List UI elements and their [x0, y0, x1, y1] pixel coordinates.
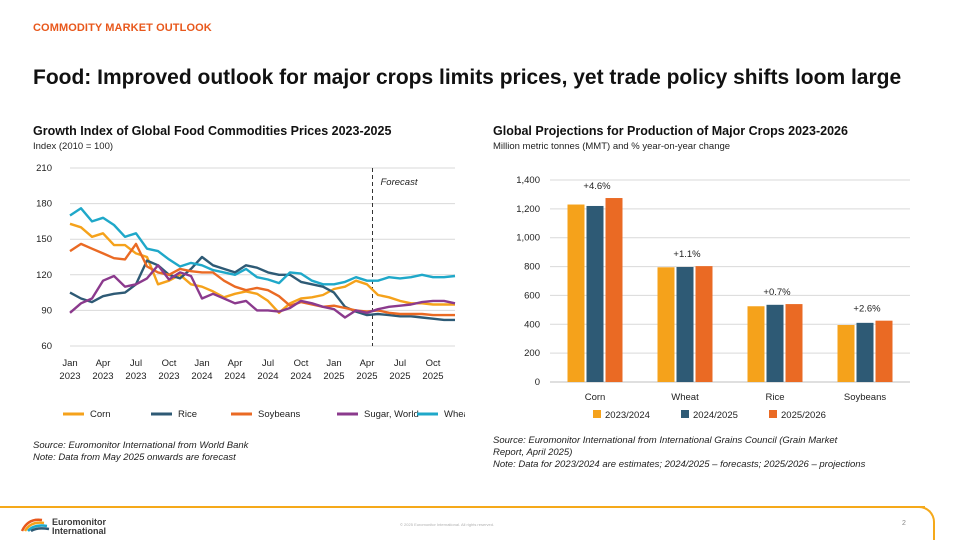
line-chart-x-tick-month: Jul	[394, 358, 406, 369]
line-chart-x-tick-year: 2025	[389, 371, 410, 382]
series-line-corn	[69, 222, 455, 315]
line-chart-x-tick-year: 2024	[224, 371, 245, 382]
bar-chart-y-tick: 1,000	[516, 233, 540, 244]
footer-divider-curve	[905, 506, 935, 540]
line-chart-x-tick-month: Apr	[360, 358, 375, 369]
bar-wheat-1	[676, 267, 694, 382]
line-chart-y-tick: 60	[41, 341, 52, 352]
line-chart-source-line: Source: Euromonitor International from W…	[33, 440, 249, 451]
bar-soybeans-0	[837, 325, 855, 382]
line-chart-x-tick-month: Apr	[228, 358, 243, 369]
legend-label: Rice	[178, 409, 197, 420]
legend-label: Soybeans	[258, 409, 301, 420]
series-line-wheat	[69, 207, 456, 286]
page-number: 2	[902, 520, 906, 527]
bar-chart-y-tick: 200	[524, 348, 540, 359]
bar-chart: 0 200 400 600 800 1,000 1,200 1,400 +4.6% Corn +1.…	[516, 175, 910, 421]
bar-chart-y-tick: 1,400	[516, 175, 540, 186]
line-chart-subtitle: Index (2010 = 100)	[33, 141, 114, 152]
line-chart-x-tick-month: Oct	[294, 358, 309, 369]
bar-chart-subtitle: Million metric tonnes (MMT) and % year-o…	[493, 141, 731, 152]
bar-chart-y-tick: 0	[535, 377, 540, 388]
bar-chart-source: Source: Euromonitor International from I…	[493, 435, 865, 471]
bar-category-label: Soybeans	[844, 392, 887, 403]
bar-corn-2	[605, 198, 623, 382]
bar-chart-source-line-1: Source: Euromonitor International from I…	[493, 435, 838, 446]
line-chart-x-tick-year: 2024	[290, 371, 311, 382]
euromonitor-logo-icon	[20, 518, 50, 532]
line-chart-x-tick-year: 2024	[191, 371, 212, 382]
line-chart-x-tick-month: Jan	[62, 358, 77, 369]
line-chart-x-tick-month: Jan	[326, 358, 341, 369]
line-chart-x-tick-year: 2024	[257, 371, 278, 382]
bar-chart-y-tick: 800	[524, 262, 540, 273]
line-chart-x-tick-year: 2023	[158, 371, 179, 382]
bar-chart-title: Global Projections for Production of Maj…	[493, 124, 848, 138]
forecast-label: Forecast	[381, 177, 418, 188]
bar-legend-swatch	[681, 410, 689, 418]
line-chart-x-tick-month: Oct	[162, 358, 177, 369]
bar-chart-y-tick: 400	[524, 319, 540, 330]
line-chart-x-tick-year: 2023	[92, 371, 113, 382]
line-chart: 60 90 120 150 180 210 Jan 2023 Apr 2023 Jul 2023 Oct…	[36, 163, 465, 420]
bar-legend-label: 2023/2024	[605, 410, 650, 421]
bar-rice-2	[785, 304, 803, 382]
bar-chart-y-tick: 1,200	[516, 204, 540, 215]
line-chart-note-line: Note: Data from May 2025 onwards are for…	[33, 452, 236, 463]
bar-legend-label: 2024/2025	[693, 410, 738, 421]
bar-legend-label: 2025/2026	[781, 410, 826, 421]
bar-soybeans-2	[875, 320, 893, 382]
bar-wheat-0	[657, 267, 675, 382]
line-chart-x-tick-month: Jul	[262, 358, 274, 369]
line-chart-x-tick-month: Jan	[194, 358, 209, 369]
line-chart-y-tick: 150	[36, 234, 52, 245]
bar-category-label: Rice	[765, 392, 784, 403]
bar-annotation: +0.7%	[763, 287, 791, 298]
bar-chart-y-tick: 600	[524, 290, 540, 301]
series-line-soybeans	[69, 242, 455, 317]
line-chart-title: Growth Index of Global Food Commodities …	[33, 124, 392, 138]
line-chart-x-tick-year: 2023	[125, 371, 146, 382]
legend-label: Corn	[90, 409, 111, 420]
bar-corn-0	[567, 204, 585, 382]
bar-wheat-2	[695, 266, 713, 382]
section-label: COMMODITY MARKET OUTLOOK	[33, 22, 212, 34]
line-chart-x-tick-month: Apr	[96, 358, 111, 369]
legend-label: Sugar, World	[364, 409, 419, 420]
line-chart-x-tick-year: 2025	[356, 371, 377, 382]
line-chart-y-tick: 210	[36, 163, 52, 174]
logo-line-2: International	[52, 526, 107, 536]
legend-label: Wheat	[444, 409, 465, 420]
line-chart-x-tick-year: 2025	[422, 371, 443, 382]
bar-category-label: Corn	[585, 392, 606, 403]
bar-corn-1	[586, 205, 604, 382]
copyright: © 2025 Euromonitor International. All ri…	[400, 522, 495, 527]
bar-legend-swatch	[593, 410, 601, 418]
bar-rice-0	[747, 306, 765, 382]
bar-annotation: +1.1%	[673, 249, 701, 260]
bar-category-label: Wheat	[671, 392, 699, 403]
line-chart-y-tick: 90	[41, 305, 52, 316]
line-chart-y-tick: 120	[36, 270, 52, 281]
bar-annotation: +4.6%	[583, 181, 611, 192]
line-chart-source: Source: Euromonitor International from W…	[33, 440, 248, 464]
line-chart-y-tick: 180	[36, 199, 52, 210]
bar-chart-note-line: Note: Data for 2023/2024 are estimates; …	[493, 459, 866, 470]
line-chart-x-tick-month: Oct	[426, 358, 441, 369]
logo-line-1: Euromonitor	[52, 517, 106, 527]
line-chart-x-tick-year: 2025	[323, 371, 344, 382]
bar-soybeans-1	[856, 322, 874, 382]
bar-legend-swatch	[769, 410, 777, 418]
bar-annotation: +2.6%	[853, 304, 881, 315]
bar-chart-source-line-2: Report, April 2025)	[493, 447, 573, 458]
line-chart-x-tick-year: 2023	[59, 371, 80, 382]
footer-divider	[0, 506, 925, 508]
slide-title: Food: Improved outlook for major crops l…	[33, 66, 902, 89]
line-chart-x-tick-month: Jul	[130, 358, 142, 369]
series-line-sugar-world	[69, 264, 456, 319]
bar-rice-1	[766, 304, 784, 382]
logo-wordmark: Euromonitor International	[52, 518, 106, 536]
